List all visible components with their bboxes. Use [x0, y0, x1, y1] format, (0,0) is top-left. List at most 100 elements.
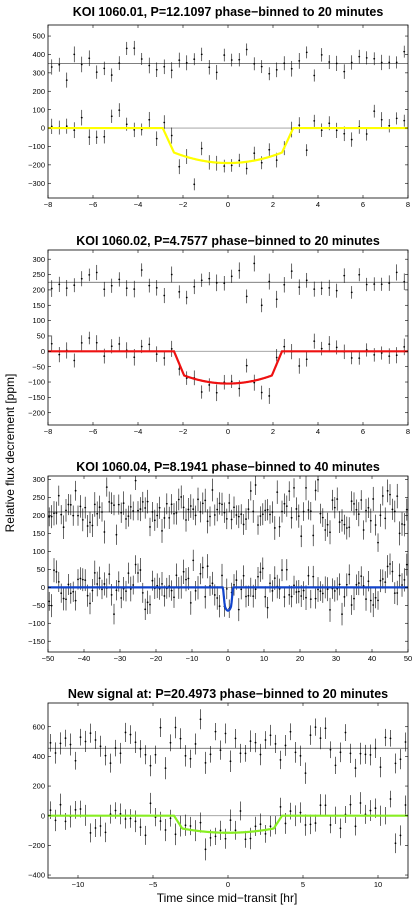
oot-point — [364, 753, 367, 756]
data-point — [69, 592, 72, 595]
data-point — [313, 340, 316, 343]
y-tick-label: 400 — [32, 50, 45, 59]
oot-point — [343, 274, 346, 277]
x-tick-label: 30 — [332, 654, 340, 663]
oot-point — [50, 287, 53, 290]
data-point — [355, 583, 358, 586]
oot-point — [199, 510, 202, 513]
data-point — [285, 568, 288, 571]
oot-point — [273, 527, 276, 529]
data-point — [118, 343, 121, 345]
oot-point — [194, 743, 197, 745]
data-point — [170, 589, 173, 592]
oot-point — [285, 505, 288, 508]
x-tick-label: 0 — [226, 880, 230, 889]
oot-point — [144, 507, 147, 509]
oot-point — [127, 515, 130, 518]
data-point — [360, 575, 363, 578]
y-tick-label: −50 — [32, 601, 45, 610]
oot-point — [154, 753, 157, 756]
data-point — [293, 584, 295, 587]
data-point — [74, 808, 77, 811]
oot-point — [230, 59, 233, 61]
oot-point — [125, 287, 128, 290]
oot-point — [252, 510, 255, 513]
data-point — [200, 391, 203, 393]
oot-point — [269, 513, 271, 516]
data-point — [313, 119, 316, 122]
oot-point — [57, 494, 60, 497]
data-point — [283, 596, 286, 598]
oot-point — [374, 524, 377, 526]
data-point — [321, 592, 324, 595]
data-point — [398, 574, 401, 577]
axes-frame — [47, 702, 409, 879]
oot-point — [396, 495, 399, 498]
oot-point — [164, 767, 167, 770]
data-point — [359, 802, 362, 804]
oot-point — [209, 515, 211, 518]
oot-point — [234, 737, 237, 740]
oot-point — [73, 284, 76, 287]
data-point — [298, 365, 301, 367]
data-point — [317, 588, 319, 591]
oot-point — [283, 283, 286, 286]
data-point — [200, 147, 203, 150]
data-point — [133, 128, 136, 131]
oot-point — [372, 498, 375, 500]
oot-point — [118, 62, 121, 65]
data-point — [403, 119, 406, 122]
data-point — [260, 391, 263, 394]
data-point — [319, 804, 322, 807]
data-point — [373, 353, 376, 356]
oot-point — [302, 510, 305, 513]
oot-point — [289, 730, 292, 733]
oot-point — [140, 269, 143, 271]
oot-point — [141, 500, 144, 503]
data-point — [268, 148, 271, 151]
x-tick-label: −8 — [44, 427, 53, 436]
axes-frame — [47, 249, 409, 426]
data-point — [234, 829, 237, 832]
data-point — [62, 597, 65, 600]
data-point — [369, 599, 372, 602]
oot-point — [254, 741, 257, 744]
oot-point — [395, 271, 398, 274]
data-point — [208, 384, 211, 386]
data-point — [182, 570, 185, 573]
oot-point — [283, 62, 286, 65]
oot-point — [230, 518, 233, 521]
data-point — [290, 595, 293, 598]
oot-point — [163, 294, 166, 297]
data-point — [343, 595, 346, 598]
oot-point — [88, 57, 91, 60]
data-point — [93, 571, 96, 574]
data-point — [295, 591, 298, 593]
oot-point — [283, 502, 286, 505]
oot-point — [148, 64, 151, 67]
data-point — [264, 595, 267, 598]
oot-point — [55, 512, 58, 514]
data-point — [254, 825, 257, 828]
oot-point — [206, 520, 209, 523]
data-point — [393, 592, 396, 595]
oot-point — [389, 493, 391, 496]
data-point — [55, 570, 58, 573]
oot-point — [88, 273, 91, 276]
data-point — [216, 597, 219, 599]
oot-point — [189, 757, 192, 760]
x-tick-label: −4 — [134, 427, 143, 436]
oot-point — [170, 273, 173, 276]
oot-point — [360, 499, 363, 501]
oot-point — [233, 506, 235, 509]
oot-point — [110, 74, 113, 76]
oot-point — [119, 752, 122, 755]
data-point — [110, 345, 113, 348]
y-tick-label: 50 — [37, 565, 45, 574]
oot-point — [158, 506, 161, 509]
oot-point — [288, 490, 291, 493]
oot-point — [369, 519, 372, 522]
oot-point — [268, 280, 271, 283]
y-tick-label: 200 — [32, 286, 45, 295]
oot-point — [319, 512, 322, 515]
